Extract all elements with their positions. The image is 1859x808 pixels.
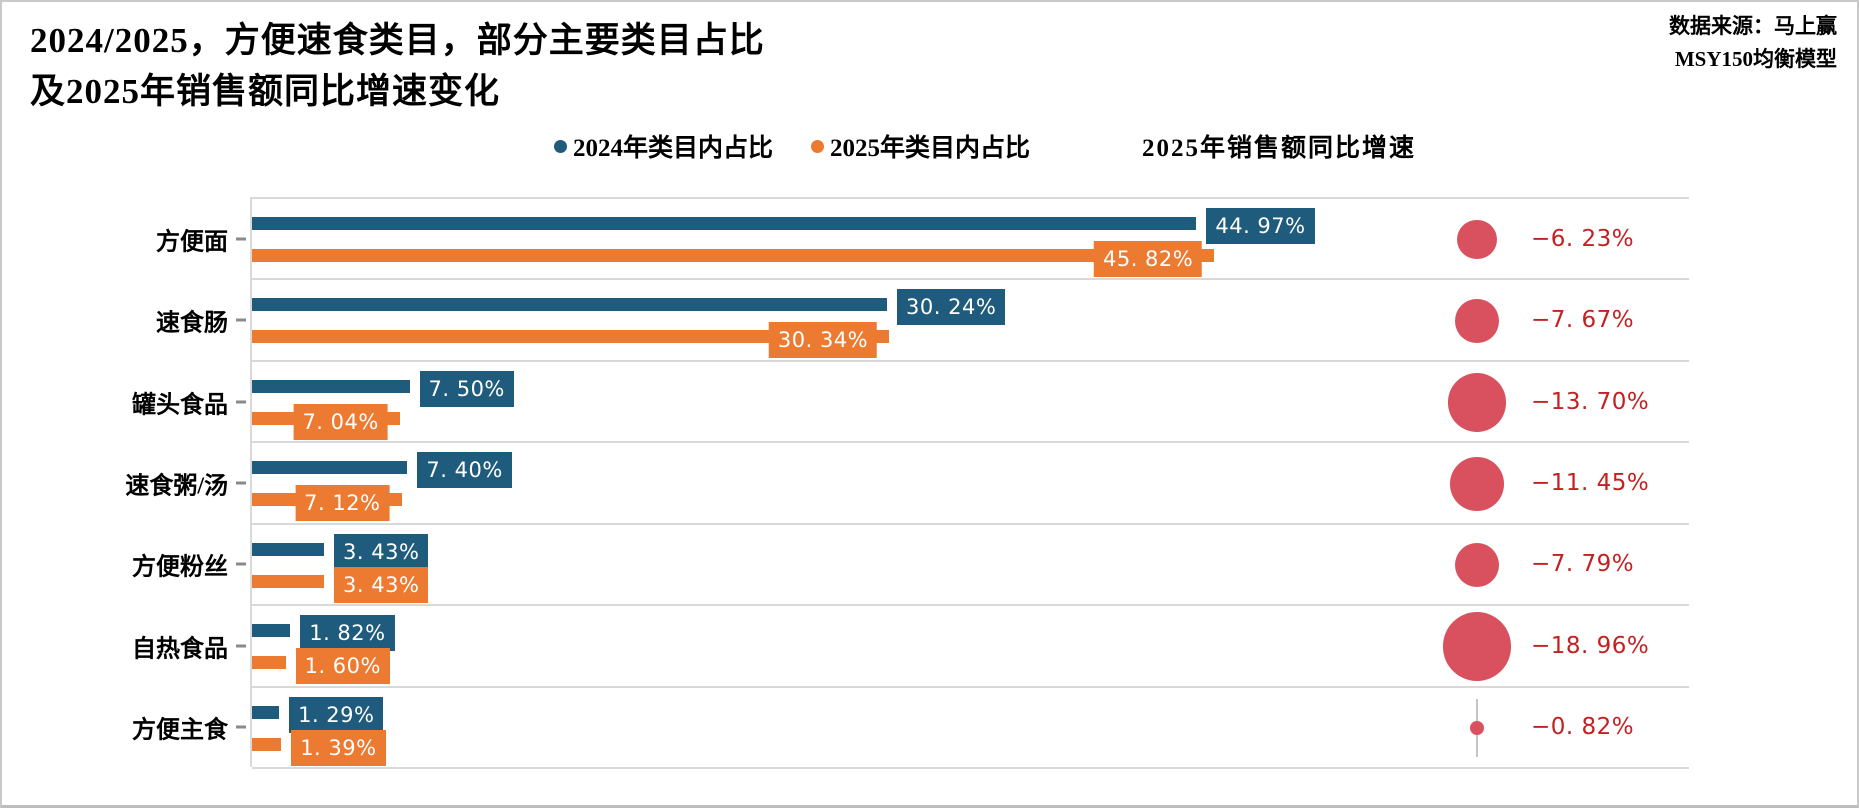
bar-share-2025 xyxy=(252,574,325,588)
growth-value-label: −18. 96% xyxy=(1531,632,1650,659)
growth-value-label: −6. 23% xyxy=(1531,225,1635,252)
value-badge-2025: 7. 04% xyxy=(293,403,388,440)
category-label: 速食肠 xyxy=(156,310,228,337)
category-tick-icon xyxy=(236,481,246,485)
category-tick-icon xyxy=(236,725,246,729)
bar-share-2025 xyxy=(252,737,282,751)
value-badge-2025: 1. 39% xyxy=(291,729,386,766)
value-badge-2025: 45. 82% xyxy=(1093,241,1203,277)
category-label: 方便主食 xyxy=(132,717,228,744)
growth-bubble xyxy=(1454,543,1500,588)
growth-bubble xyxy=(1450,457,1504,511)
bar-share-2025 xyxy=(252,656,286,670)
growth-value-label: −13. 70% xyxy=(1531,388,1650,415)
value-badge-2025: 3. 43% xyxy=(334,566,429,603)
growth-bubble xyxy=(1455,299,1499,343)
chart-title-line1: 2024/2025，方便速食类目，部分主要类目占比 xyxy=(30,21,765,60)
chart-title-line2: 及2025年销售额同比增速变化 xyxy=(30,71,501,111)
category-label: 自热食品 xyxy=(132,636,228,663)
value-badge-2024: 7. 50% xyxy=(419,370,514,407)
category-tick-icon xyxy=(236,237,246,241)
growth-bubble xyxy=(1447,373,1507,432)
bar-share-2024 xyxy=(252,624,291,638)
value-badge-2025: 30. 34% xyxy=(768,322,878,359)
category-tick-icon xyxy=(236,644,246,648)
plot-area: 方便面 44. 97% 45. 82% −6. 23% 速食肠 30. 24% 30. 34… xyxy=(125,197,1689,769)
bar-share-2024 xyxy=(252,217,1197,230)
growth-bubble xyxy=(1457,219,1497,260)
category-label: 方便粉丝 xyxy=(132,554,228,581)
bar-share-2025 xyxy=(252,330,890,344)
category-label: 方便面 xyxy=(156,229,228,256)
value-badge-2024: 1. 29% xyxy=(289,696,384,733)
chart-row: 方便粉丝 3. 43% 3. 43% −7. 79% xyxy=(132,525,1689,607)
value-badge-2024: 7. 40% xyxy=(417,452,512,489)
bar-share-2024 xyxy=(252,461,408,475)
chart-row: 方便主食 1. 29% 1. 39% −0. 82% xyxy=(132,688,1689,769)
data-source-note: 数据来源：马上赢 MSY150均衡模型 xyxy=(1669,10,1837,75)
value-badge-2024: 44. 97% xyxy=(1206,208,1315,244)
chart-legend: 2024年类目内占比 2025年类目内占比 xyxy=(554,128,1030,164)
chart-row: 方便面 44. 97% 45. 82% −6. 23% xyxy=(156,199,1689,281)
growth-value-label: −7. 79% xyxy=(1531,551,1635,578)
legend-label-2025: 2025年类目内占比 xyxy=(830,135,1031,162)
legend-dot-2025-icon xyxy=(811,139,825,153)
legend-dot-2024-icon xyxy=(554,139,567,153)
bar-share-2024 xyxy=(252,542,325,556)
category-tick-icon xyxy=(236,318,246,322)
data-source-line1: 数据来源：马上赢 xyxy=(1669,14,1837,38)
growth-bubble xyxy=(1469,721,1485,736)
chart-row: 速食粥/汤 7. 40% 7. 12% −11. 45% xyxy=(125,443,1689,525)
data-source-line2: MSY150均衡模型 xyxy=(1674,46,1837,71)
chart-row: 自热食品 1. 82% 1. 60% −18. 96% xyxy=(132,606,1689,688)
value-badge-2025: 7. 12% xyxy=(295,485,390,522)
legend-item-2024: 2024年类目内占比 xyxy=(554,128,773,164)
growth-value-label: −11. 45% xyxy=(1531,469,1650,496)
chart-row: 速食肠 30. 24% 30. 34% −7. 67% xyxy=(156,280,1689,362)
category-tick-icon xyxy=(236,400,246,404)
category-label: 速食粥/汤 xyxy=(125,473,228,500)
category-tick-icon xyxy=(236,562,246,566)
value-badge-2024: 1. 82% xyxy=(300,615,395,652)
growth-bubble xyxy=(1442,612,1512,682)
category-label: 罐头食品 xyxy=(132,392,228,419)
growth-value-label: −7. 67% xyxy=(1531,307,1635,334)
bar-share-2025 xyxy=(252,249,1215,262)
bar-share-2024 xyxy=(252,705,280,719)
value-badge-2024: 30. 24% xyxy=(897,289,1006,326)
bar-share-2024 xyxy=(252,298,888,312)
bar-share-2024 xyxy=(252,379,410,393)
value-badge-2025: 1. 60% xyxy=(295,648,390,685)
growth-column-header: 2025年销售额同比增速 xyxy=(1142,135,1417,162)
legend-label-2024: 2024年类目内占比 xyxy=(573,135,774,162)
chart-row: 罐头食品 7. 50% 7. 04% −13. 70% xyxy=(132,362,1689,444)
value-badge-2024: 3. 43% xyxy=(334,533,429,570)
legend-item-2025: 2025年类目内占比 xyxy=(811,128,1030,164)
chart-title: 2024/2025，方便速食类目，部分主要类目占比 及2025年销售额同比增速变… xyxy=(30,16,765,118)
growth-value-label: −0. 82% xyxy=(1531,714,1635,741)
